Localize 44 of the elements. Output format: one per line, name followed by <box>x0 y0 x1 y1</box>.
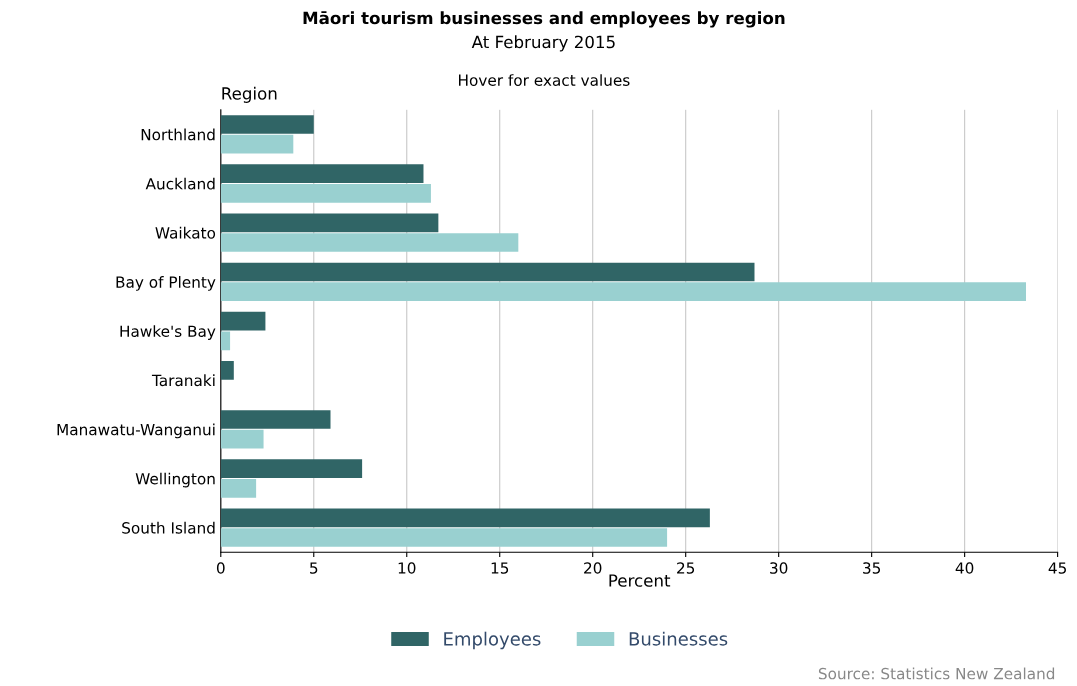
x-tick-label: 5 <box>310 562 318 574</box>
x-tick-label: 10 <box>398 562 416 574</box>
source-note: Source: Statistics New Zealand <box>818 667 1055 680</box>
bar <box>220 331 231 351</box>
y-tick-label: South Island <box>122 521 215 534</box>
bar <box>220 213 439 233</box>
bar <box>220 184 431 203</box>
text: Hover for exact values <box>459 74 630 86</box>
y-tick-label: Waikato <box>155 226 216 239</box>
chart-subtitle: At February 2015 <box>471 35 615 52</box>
bar <box>220 233 519 252</box>
y-axis-title: Region <box>222 86 277 103</box>
bar <box>220 410 331 429</box>
y-tick-label: Northland <box>141 128 215 141</box>
bar <box>220 360 234 380</box>
x-tick-label: 40 <box>955 562 974 574</box>
y-tick-label: Auckland <box>145 177 215 190</box>
bar <box>220 459 363 478</box>
x-tick-label: 15 <box>491 562 509 574</box>
bar <box>220 282 1026 302</box>
y-tick-label: Taranaki <box>151 374 215 387</box>
bar <box>220 134 294 154</box>
x-tick-label: 35 <box>863 562 881 574</box>
bar <box>220 262 755 282</box>
chart-title: Māori tourism businesses and employees by region <box>303 11 785 28</box>
x-axis-title: Percent <box>609 574 671 587</box>
y-tick-label: Bay of Plenty <box>116 276 216 291</box>
y-tick-label: Wellington <box>135 472 215 488</box>
x-tick-label: 0 <box>216 562 225 574</box>
bar <box>220 115 314 134</box>
y-tick-label: Hawke's Bay <box>120 325 216 340</box>
bar <box>220 311 266 331</box>
legend-label: Employees <box>444 631 541 650</box>
x-tick-label: 30 <box>770 562 788 574</box>
y-tick-label: Manawatu-Wanganui <box>57 423 215 439</box>
bar <box>220 508 710 528</box>
legend-label: Businesses <box>629 631 728 646</box>
x-tick-label: 25 <box>677 562 695 574</box>
x-tick-label: 20 <box>584 562 602 574</box>
bar <box>220 429 264 449</box>
x-tick-label: 45 <box>1048 562 1066 574</box>
bar <box>220 528 668 547</box>
bar <box>220 164 424 184</box>
bar <box>220 478 257 498</box>
